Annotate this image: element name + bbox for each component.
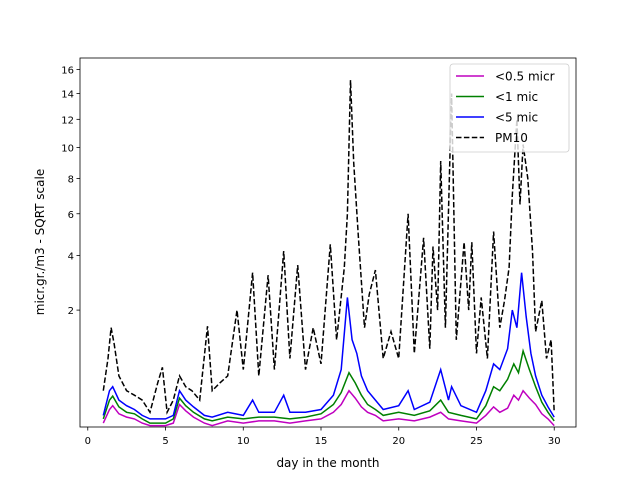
y-tick-label: 12 [61,115,74,126]
y-tick-label: 8 [68,174,74,185]
x-tick-label: 15 [315,436,328,447]
x-tick-label: 5 [162,436,168,447]
x-axis-ticks: 0 5 10 15 20 25 30 [85,427,561,447]
legend-label-2: <5 mic [495,111,538,125]
series-line-3 [102,80,555,415]
series-line-2 [102,272,555,420]
y-tick-label: 16 [61,65,74,76]
x-tick-label: 30 [548,436,561,447]
legend-label-3: PM10 [495,131,528,145]
x-tick-label: 0 [85,436,91,447]
legend-box [449,63,570,153]
y-tick-label: 14 [61,89,74,100]
axes-frame [79,57,577,428]
y-axis-ticks: 2 4 6 8 10 12 14 16 [61,65,80,317]
y-tick-label: 10 [61,143,74,154]
plot-lines [102,80,555,427]
y-tick-label: 6 [68,210,74,221]
y-axis-label: micr.gr./m3 - SQRT scale [33,169,47,315]
y-tick-label: 2 [68,306,74,317]
x-tick-label: 10 [237,436,250,447]
x-tick-label: 25 [470,436,483,447]
y-tick-label: 4 [68,252,74,263]
legend: <0.5 micr <1 mic <5 mic PM10 [449,63,570,153]
series-line-1 [102,348,555,424]
series-line-0 [102,389,555,427]
x-axis-label: day in the month [276,456,379,470]
legend-label-1: <1 mic [495,90,538,104]
legend-label-0: <0.5 micr [495,70,555,84]
x-tick-label: 20 [392,436,405,447]
